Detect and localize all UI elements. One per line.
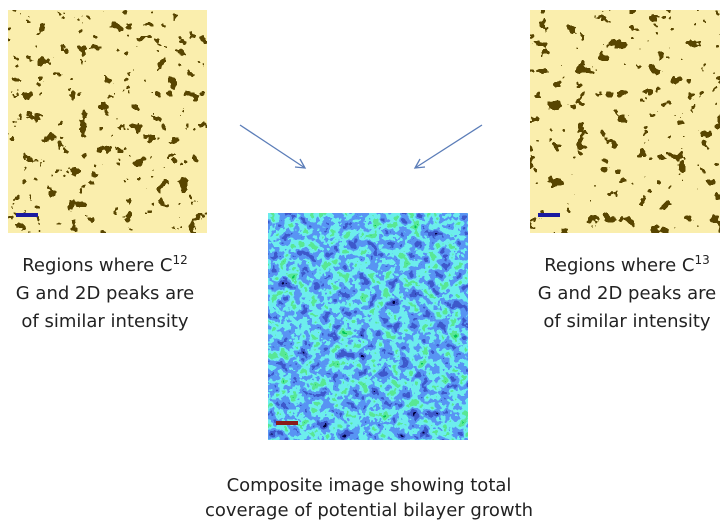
caption-line: G and 2D peaks are [527,280,720,308]
scale-bar [276,421,298,425]
caption-line: coverage of potential bilayer growth [169,498,569,523]
superscript: 12 [173,253,188,267]
scale-bar [538,213,560,217]
right-caption: Regions where C13 G and 2D peaks are of … [527,252,720,336]
caption-line: Regions where C [544,255,694,276]
scale-bar [16,213,38,217]
composite-map [268,213,468,440]
arrows [240,125,482,168]
caption-line: Regions where C [22,255,172,276]
caption-line: G and 2D peaks are [5,280,205,308]
left-map [8,10,207,233]
page: Regions where C12 G and 2D peaks are of … [0,0,720,523]
right-map [530,10,720,233]
caption-line: Composite image showing total [169,473,569,498]
superscript: 13 [695,253,710,267]
bottom-caption: Composite image showing total coverage o… [169,473,569,523]
caption-line: of similar intensity [5,308,205,336]
caption-line: of similar intensity [527,308,720,336]
left-caption: Regions where C12 G and 2D peaks are of … [5,252,205,336]
